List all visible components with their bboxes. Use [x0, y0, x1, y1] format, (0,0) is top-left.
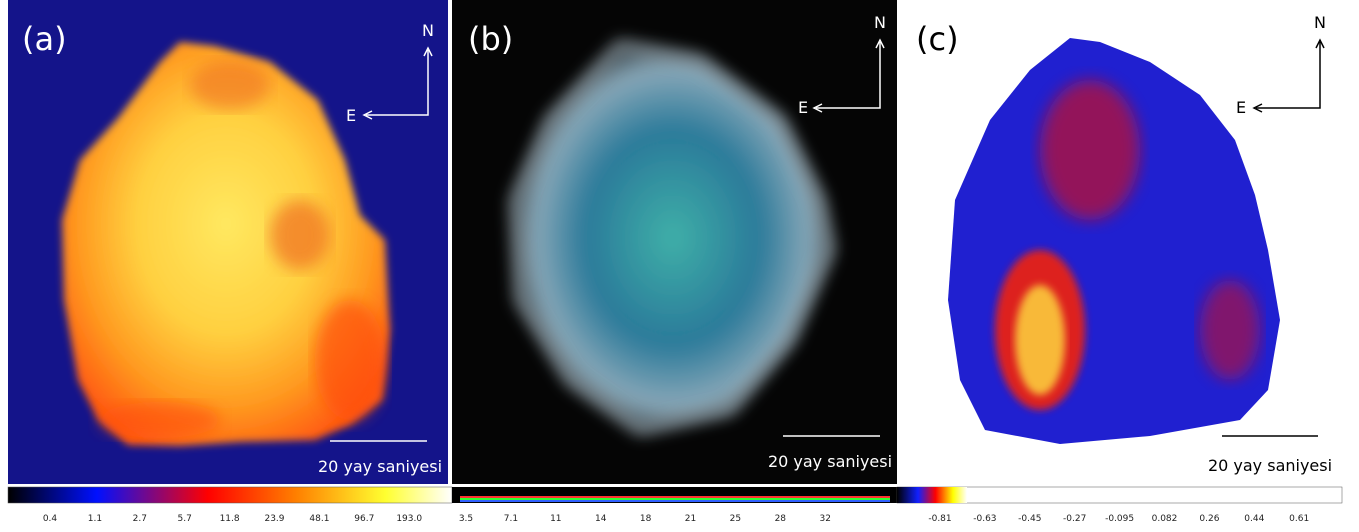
east-label: E — [798, 98, 808, 117]
colorbar-strip — [460, 498, 890, 500]
colorbar-tick-label: 25 — [730, 514, 741, 524]
colorbar-tick-label: 28 — [775, 514, 787, 524]
colorbar-tick-label: 1.1 — [88, 514, 102, 524]
colorbar-tick-label: 0.4 — [43, 514, 58, 524]
colorbar-tick-label: 0.61 — [1289, 514, 1309, 524]
colorbar — [8, 487, 452, 503]
north-label: N — [874, 13, 886, 32]
east-label: E — [346, 106, 356, 125]
colorbar-tick-label: -0.45 — [1018, 514, 1041, 524]
colorbar-tick-label: -0.63 — [973, 514, 996, 524]
scale-label: 20 yay saniyesi — [318, 457, 442, 476]
colorbar-tick-label: 11 — [550, 514, 561, 524]
colorbar-tick-label: 21 — [685, 514, 696, 524]
colorbar-tick-label: 5.7 — [178, 514, 192, 524]
colorbar-tick-label: 11.8 — [220, 514, 240, 524]
colorbar-tick-label: 0.082 — [1152, 514, 1178, 524]
figure: (a) (b) (c) N E N E N E 20 yay saniyesi … — [0, 0, 1359, 532]
north-label: N — [1314, 13, 1326, 32]
scale-label: 20 yay saniyesi — [1208, 456, 1332, 475]
colorbar-tick-label: 0.44 — [1244, 514, 1264, 524]
colorbar-tick-label: 7.1 — [504, 514, 518, 524]
colorbar-tick-label: 32 — [819, 514, 830, 524]
colorbar-tick-label: 48.1 — [309, 514, 329, 524]
colorbar-gradient — [897, 487, 967, 503]
panel-label: (c) — [916, 20, 959, 58]
colorbar-strip — [460, 500, 890, 502]
colorbar-tick-label: 0.26 — [1199, 514, 1219, 524]
colorbar-tick-label: -0.27 — [1063, 514, 1086, 524]
colorbar-ticks: 0.4 1.1 2.7 5.7 11.8 23.9 48.1 96.7 193.0 3.5 7.1 1… — [43, 514, 1309, 524]
colorbar-tick-label: 18 — [640, 514, 652, 524]
panel-a — [8, 0, 448, 484]
panel-b — [452, 0, 897, 484]
colorbar-tick-label: 2.7 — [133, 514, 147, 524]
panel-c — [900, 0, 1350, 484]
scale-label: 20 yay saniyesi — [768, 452, 892, 471]
panel-label: (a) — [22, 20, 67, 58]
colorbar-tick-label: 3.5 — [459, 514, 473, 524]
east-label: E — [1236, 98, 1246, 117]
colorbar-strip — [460, 496, 890, 498]
colorbar-tick-label: -0.095 — [1105, 514, 1134, 524]
north-label: N — [422, 21, 434, 40]
panel-label: (b) — [468, 20, 513, 58]
colorbar-tick-label: 96.7 — [354, 514, 374, 524]
colorbar-tick-label: 23.9 — [264, 514, 284, 524]
colorbar-tick-label: -0.81 — [928, 514, 951, 524]
colorbar-tick-label: 14 — [595, 514, 607, 524]
colorbar-tick-label: 193.0 — [396, 514, 422, 524]
